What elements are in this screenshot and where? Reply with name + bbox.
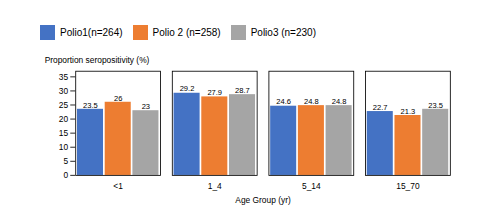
svg-text:24.6: 24.6 — [276, 97, 291, 106]
svg-text:28.7: 28.7 — [235, 86, 250, 95]
svg-text:25: 25 — [59, 100, 69, 110]
svg-text:15: 15 — [59, 128, 69, 138]
svg-text:29.2: 29.2 — [180, 84, 195, 93]
svg-text:5_14: 5_14 — [302, 181, 321, 191]
html-text:Polio1(n=264): Polio1(n=264) — [60, 27, 123, 38]
svg-text:23.5: 23.5 — [428, 101, 443, 110]
svg-text:20: 20 — [59, 114, 69, 124]
html-text:Polio 2 (n=258): Polio 2 (n=258) — [152, 27, 221, 38]
svg-text:23.5: 23.5 — [83, 101, 98, 110]
svg-text:0: 0 — [63, 170, 68, 180]
svg-text:24.8: 24.8 — [332, 97, 347, 106]
svg-text:21.3: 21.3 — [401, 107, 416, 116]
svg-text:1_4: 1_4 — [208, 181, 222, 191]
svg-text:27.9: 27.9 — [207, 88, 222, 97]
svg-text:Age Group (yr): Age Group (yr) — [235, 195, 291, 205]
svg-text:Proportion seropositivity (%): Proportion seropositivity (%) — [45, 55, 150, 65]
svg-text:<1: <1 — [113, 181, 123, 191]
svg-text:35: 35 — [59, 72, 69, 82]
html-text:Polio3 (n=230): Polio3 (n=230) — [250, 27, 316, 38]
svg-text:30: 30 — [59, 86, 69, 96]
svg-text:24.8: 24.8 — [304, 97, 319, 106]
svg-text:26: 26 — [114, 94, 122, 103]
svg-text:5: 5 — [63, 156, 68, 166]
svg-text:22.7: 22.7 — [373, 103, 388, 112]
svg-text:15_70: 15_70 — [396, 181, 420, 191]
svg-text:23: 23 — [142, 102, 150, 111]
svg-text:10: 10 — [59, 142, 69, 152]
